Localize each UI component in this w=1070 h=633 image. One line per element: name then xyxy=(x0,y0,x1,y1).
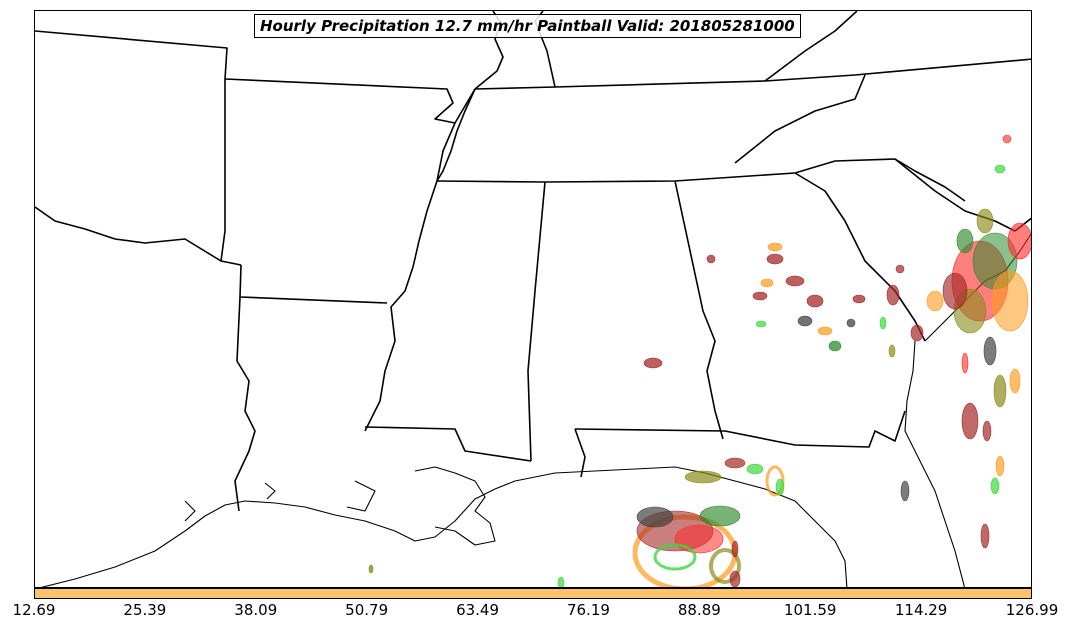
la-delta xyxy=(414,466,496,546)
ga-sc-border xyxy=(794,172,926,342)
tn-south-border xyxy=(436,158,966,202)
colorbar-tick-label: 88.89 xyxy=(677,601,721,619)
al-fl-border xyxy=(574,410,906,448)
fl-atlantic-coast xyxy=(904,340,966,587)
precip-contours xyxy=(368,134,1031,587)
mississippi-river-west xyxy=(364,122,456,432)
ms-south-border xyxy=(364,426,532,462)
ms-al-border xyxy=(527,181,546,462)
colorbar-tick-label: 101.59 xyxy=(783,601,837,619)
colorbar-tick-label: 25.39 xyxy=(123,601,167,619)
coastline xyxy=(40,233,1031,587)
colorbar-tick-label: 114.29 xyxy=(894,601,948,619)
nc-sc-border xyxy=(894,158,1031,232)
gulf-coast-tx xyxy=(40,466,848,587)
colorbar xyxy=(34,588,1032,599)
ok-tx-border xyxy=(35,206,242,266)
ks-mo-border xyxy=(35,30,228,231)
colorbar-tick-label: 38.09 xyxy=(234,601,278,619)
map-canvas xyxy=(35,11,1031,587)
tn-va-line xyxy=(436,88,476,182)
colorbar-tick-label: 76.19 xyxy=(566,601,610,619)
colorbar-tick-label: 50.79 xyxy=(345,601,389,619)
map-panel xyxy=(34,10,1032,588)
tn-north-border xyxy=(474,58,1031,90)
map-title: Hourly Precipitation 12.7 mm/hr Paintbal… xyxy=(254,14,801,38)
colorbar-tick-label: 126.99 xyxy=(1005,601,1059,619)
colorbar-tick-label: 63.49 xyxy=(456,601,500,619)
state-borders xyxy=(35,11,1031,512)
al-ga-border xyxy=(674,180,724,440)
ar-la-border xyxy=(239,264,388,304)
colorbar-tick-label: 12.69 xyxy=(12,601,56,619)
